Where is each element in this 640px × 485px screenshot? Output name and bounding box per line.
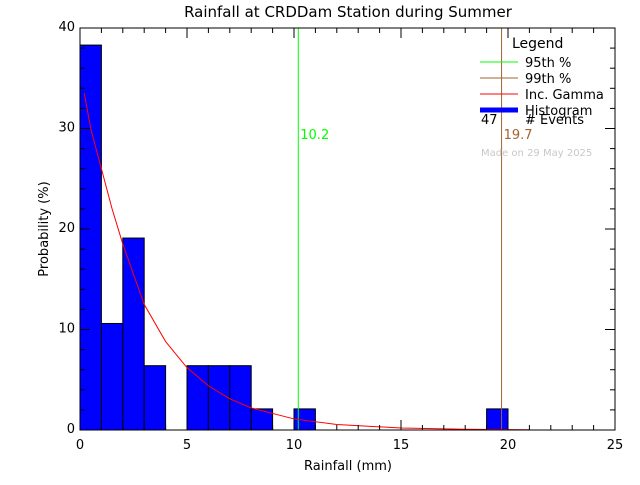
legend-label: Inc. Gamma <box>525 88 604 103</box>
histogram-bar <box>79 44 102 431</box>
y-axis-label: Probability (%) <box>37 181 52 276</box>
histogram-bar <box>229 365 252 431</box>
histogram-bar <box>486 408 509 431</box>
y-tick-label: 20 <box>58 221 75 236</box>
y-tick-label: 10 <box>58 322 75 337</box>
chart-title: Rainfall at CRDDam Station during Summer <box>184 3 513 21</box>
histogram-bar <box>250 408 274 431</box>
histogram-bar <box>207 365 231 431</box>
legend-label: Histogram <box>525 104 592 119</box>
legend: Legend 47 # Events Made on 29 May 2025 9… <box>480 36 604 159</box>
legend-label: 99th % <box>525 72 571 87</box>
x-tick-label: 10 <box>286 438 303 453</box>
made-on-text: Made on 29 May 2025 <box>481 148 592 159</box>
x-tick-label: 25 <box>607 438 624 453</box>
plot-area: 10.2 19.7 0 5 10 15 20 25 0 10 20 30 40 <box>58 20 623 453</box>
histogram-bar <box>143 365 167 431</box>
events-count: 47 <box>481 113 498 128</box>
x-axis-label: Rainfall (mm) <box>304 459 392 474</box>
percentile-95-label: 10.2 <box>300 128 329 143</box>
legend-label: 95th % <box>525 56 571 71</box>
x-tick-label: 0 <box>76 438 84 453</box>
legend-title: Legend <box>512 36 563 52</box>
y-tick-label: 40 <box>58 20 75 35</box>
percentile-99-label: 19.7 <box>504 128 533 143</box>
histogram-bar <box>100 322 124 431</box>
inc-gamma-curve <box>83 93 530 431</box>
y-tick-label: 30 <box>58 121 75 136</box>
y-tick-label: 0 <box>67 422 75 437</box>
x-tick-label: 5 <box>183 438 191 453</box>
histogram-bar <box>186 365 209 431</box>
histogram-bar <box>122 237 145 431</box>
x-tick-label: 15 <box>393 438 410 453</box>
events-label: # Events <box>525 113 584 128</box>
x-tick-label: 20 <box>500 438 517 453</box>
